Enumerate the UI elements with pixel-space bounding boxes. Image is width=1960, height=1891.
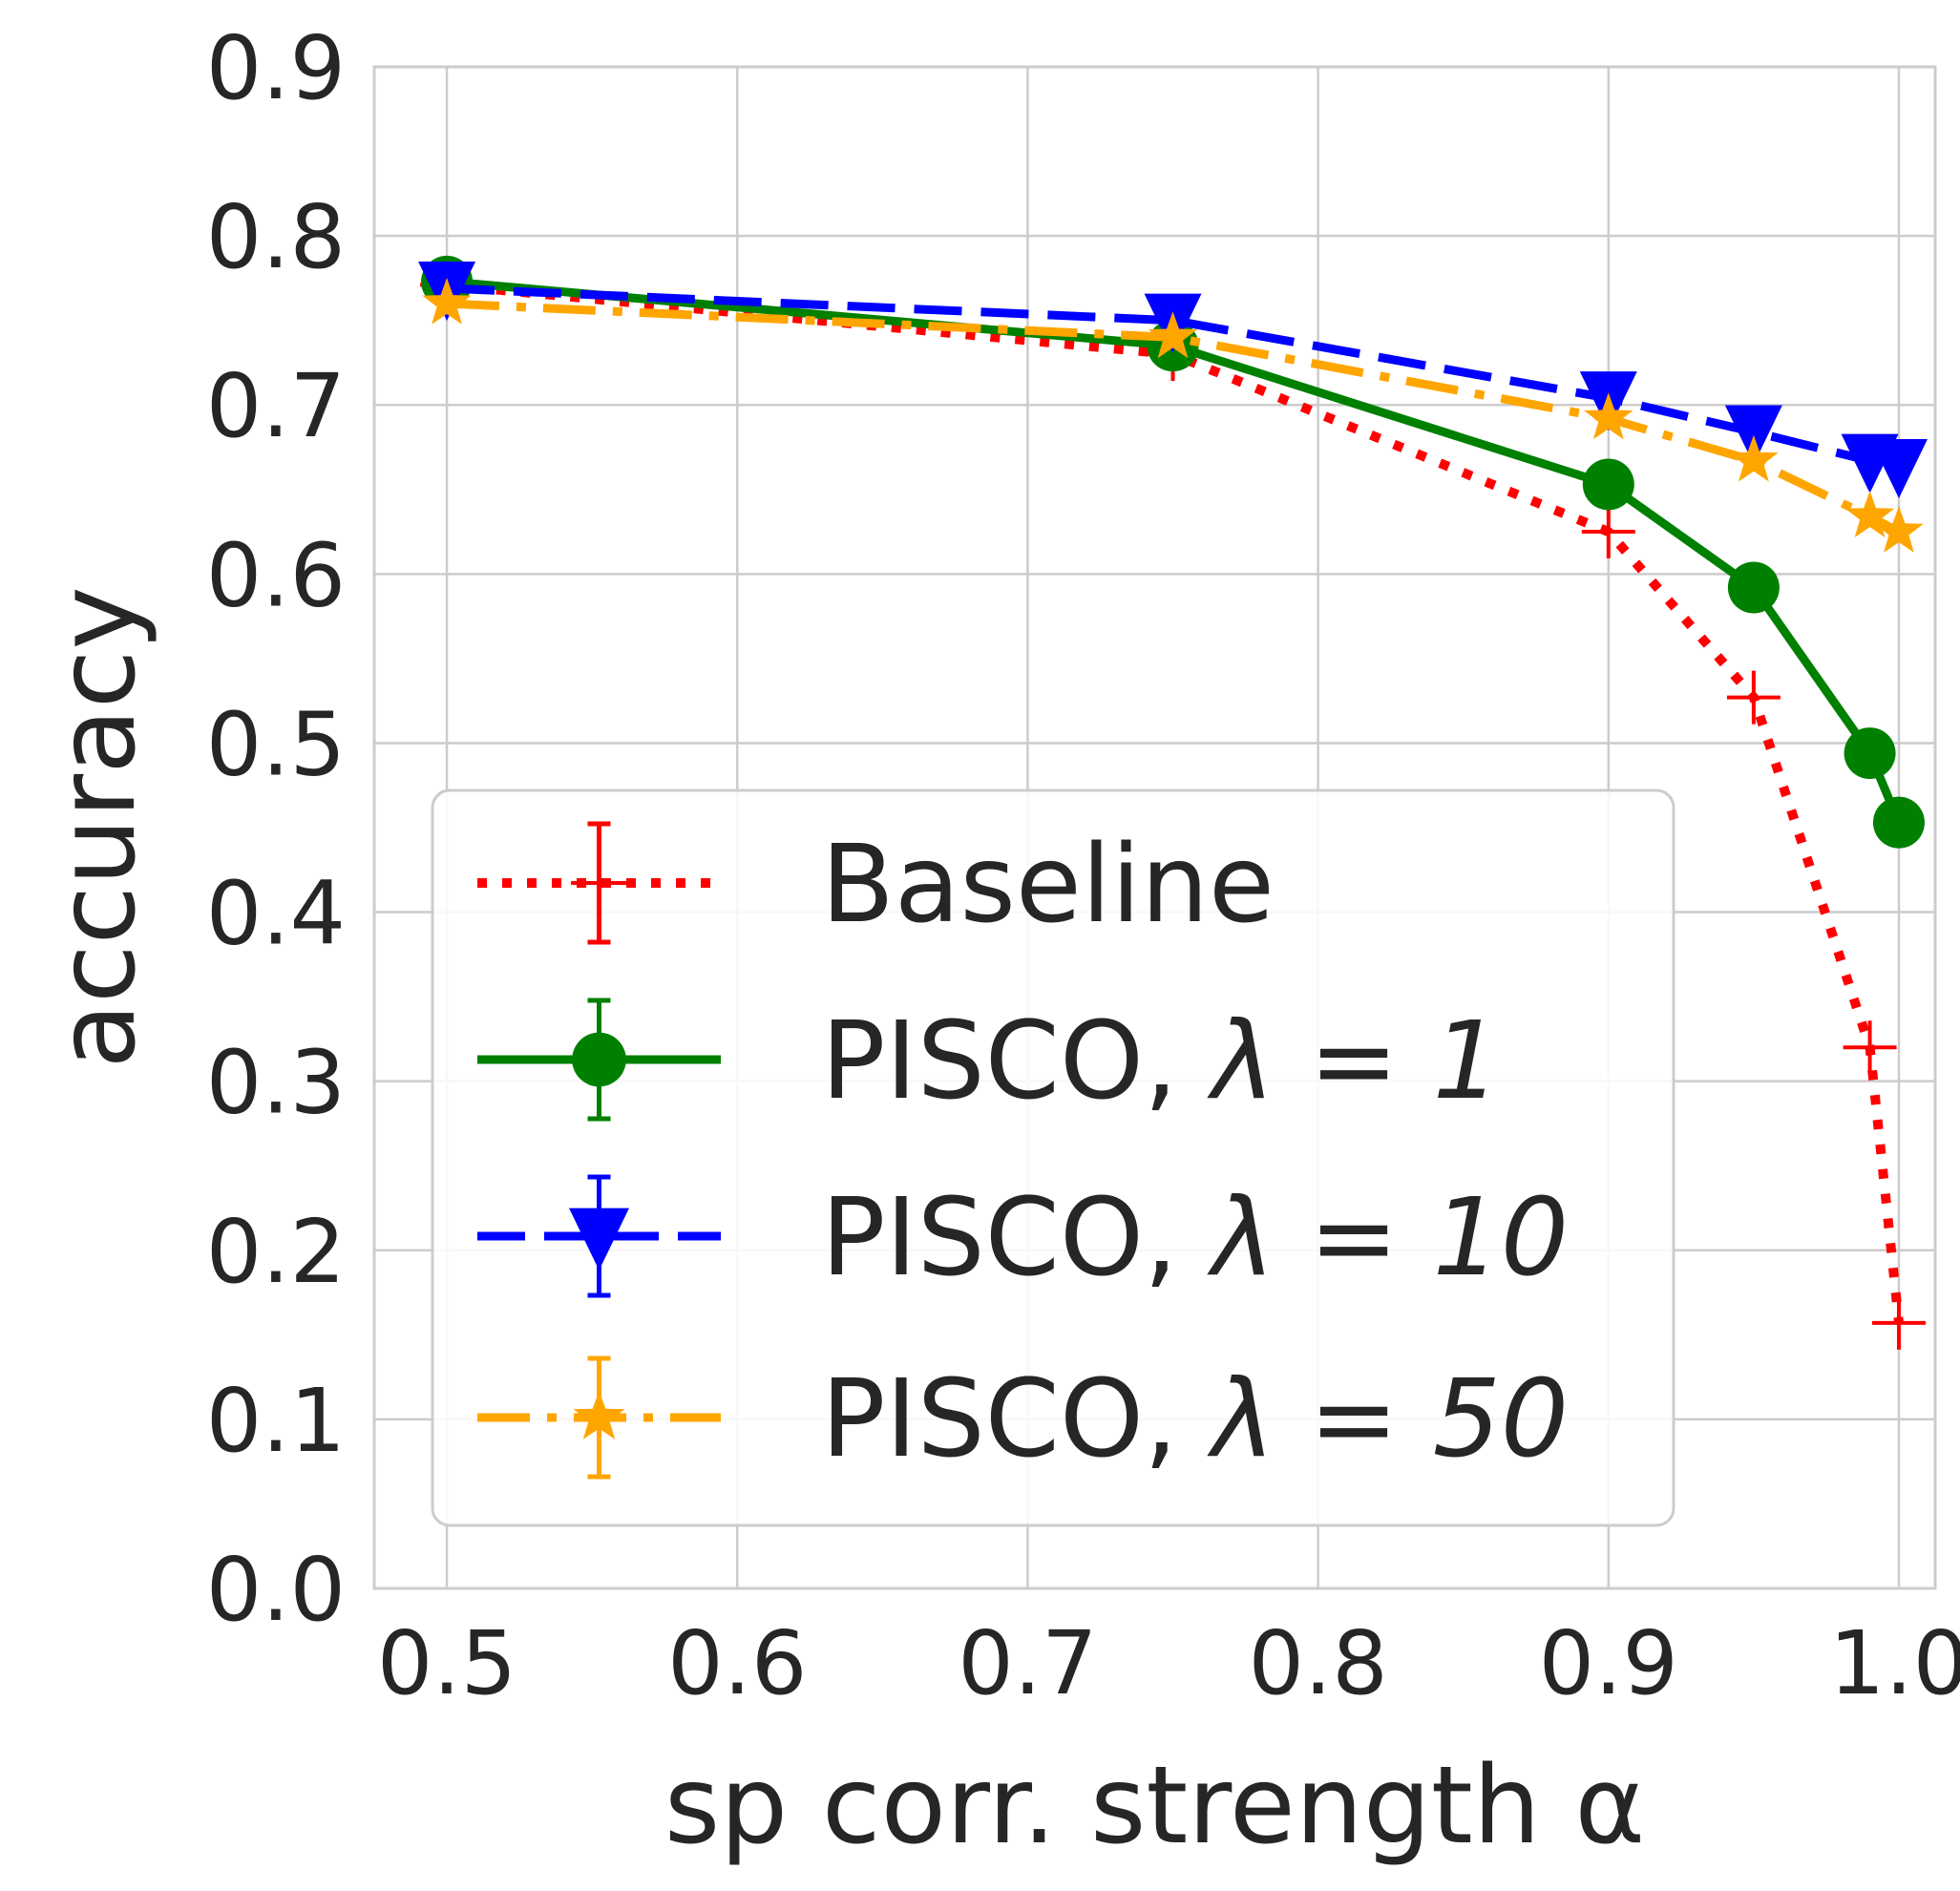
data-point: [1844, 491, 1895, 537]
data-point: [422, 278, 472, 325]
data-point: [1581, 505, 1635, 559]
data-point: [1844, 727, 1896, 780]
x-tick-label: 0.8: [1248, 1612, 1387, 1714]
y-tick-label: 0.6: [206, 524, 346, 626]
data-point: [1874, 506, 1924, 553]
y-tick-label: 0.3: [206, 1032, 346, 1134]
legend-marker: [572, 1032, 626, 1087]
legend-entry: Baseline: [477, 821, 1275, 947]
legend-marker: [569, 1208, 629, 1271]
x-tick-label: 0.7: [958, 1612, 1097, 1714]
y-tick-label: 0.5: [206, 693, 346, 795]
series-2: [418, 262, 1928, 498]
y-tick-label: 0.2: [206, 1201, 346, 1303]
data-point: [1584, 392, 1633, 440]
data-point: [1872, 796, 1925, 849]
legend: Baseline PISCO, λ = 1 PISCO, λ = 10 PISCO, …: [431, 788, 1675, 1527]
x-tick-label: 0.5: [377, 1612, 516, 1714]
y-tick-label: 0.0: [206, 1539, 346, 1641]
data-point: [1871, 1295, 1926, 1350]
legend-label: PISCO, λ = 1: [821, 999, 1501, 1124]
y-tick-label: 0.4: [206, 863, 346, 965]
series-layer: [418, 255, 1928, 1350]
data-point: [1724, 405, 1782, 465]
x-tick-label: 0.6: [667, 1612, 807, 1714]
x-axis-ticks: 0.5 0.6 0.7 0.8 0.9 1.0: [377, 1612, 1960, 1714]
data-point: [1726, 670, 1781, 725]
y-tick-label: 0.9: [206, 17, 346, 119]
legend-entry: PISCO, λ = 1: [477, 998, 1501, 1124]
y-axis-ticks: 0.0 0.1 0.2 0.3 0.4 0.5 0.6 0.7 0.8 0.9: [206, 17, 346, 1641]
data-point: [1727, 561, 1780, 614]
plot-frame: [372, 65, 1937, 1590]
y-tick-label: 0.7: [206, 355, 346, 457]
legend-entry: PISCO, λ = 10: [477, 1174, 1569, 1300]
legend-marker: [573, 1390, 625, 1439]
legend-marker: [571, 854, 627, 912]
legend-label: PISCO, λ = 50: [821, 1357, 1569, 1481]
x-tick-label: 1.0: [1829, 1612, 1960, 1714]
data-point: [1582, 458, 1634, 511]
data-point: [1869, 438, 1928, 498]
legend-box: [431, 788, 1675, 1527]
data-point: [1843, 1020, 1897, 1075]
data-point: [1729, 434, 1779, 482]
y-tick-label: 0.1: [206, 1370, 346, 1472]
y-axis-label: accuracy: [35, 586, 159, 1068]
data-point: [1148, 311, 1198, 359]
legend-label: Baseline: [821, 823, 1275, 947]
x-axis-label: sp corr. strength α: [664, 1744, 1645, 1868]
legend-entry: PISCO, λ = 50: [477, 1355, 1569, 1481]
y-tick-label: 0.8: [206, 186, 346, 288]
x-tick-label: 0.9: [1539, 1612, 1678, 1714]
legend-label: PISCO, λ = 10: [821, 1176, 1569, 1300]
series-3: [422, 278, 1924, 553]
